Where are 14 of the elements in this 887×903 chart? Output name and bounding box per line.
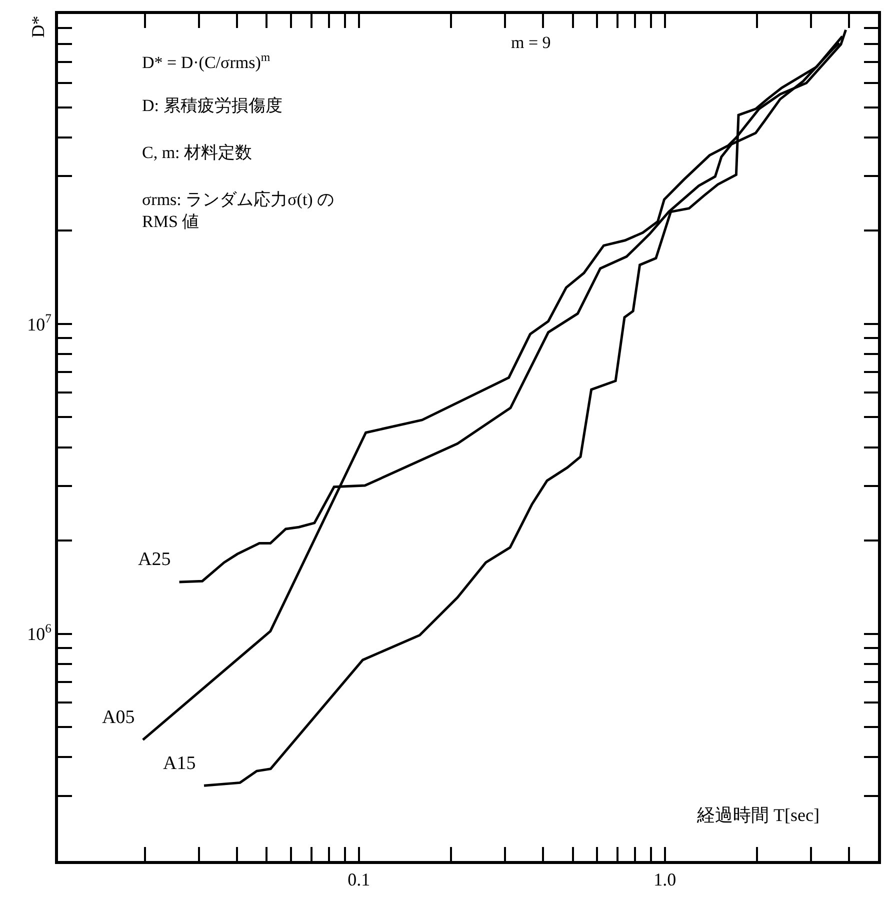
x-tick-label: 0.1 (348, 870, 370, 890)
annotation: C, m: 材料定数 (142, 143, 252, 162)
series-label: A15 (163, 753, 196, 774)
annotation: D* = D·(C/σrms)$^{m}$ (142, 50, 271, 72)
series-label: A05 (102, 707, 135, 728)
y-tick-label: 10$^{7}$ (27, 312, 52, 334)
annotation: σrms: ランダム応力σ(t) の RMS 値 (142, 190, 334, 232)
y-axis-title: D* (28, 16, 48, 38)
y-tick-label: 10$^{6}$ (27, 622, 52, 644)
annotation: m = 9 (511, 33, 551, 52)
x-axis-title: 経過時間 T[sec] (696, 805, 820, 825)
x-tick-label: 1.0 (654, 870, 676, 890)
annotation: D: 累積疲労損傷度 (142, 96, 282, 115)
series-label: A25 (138, 549, 171, 570)
